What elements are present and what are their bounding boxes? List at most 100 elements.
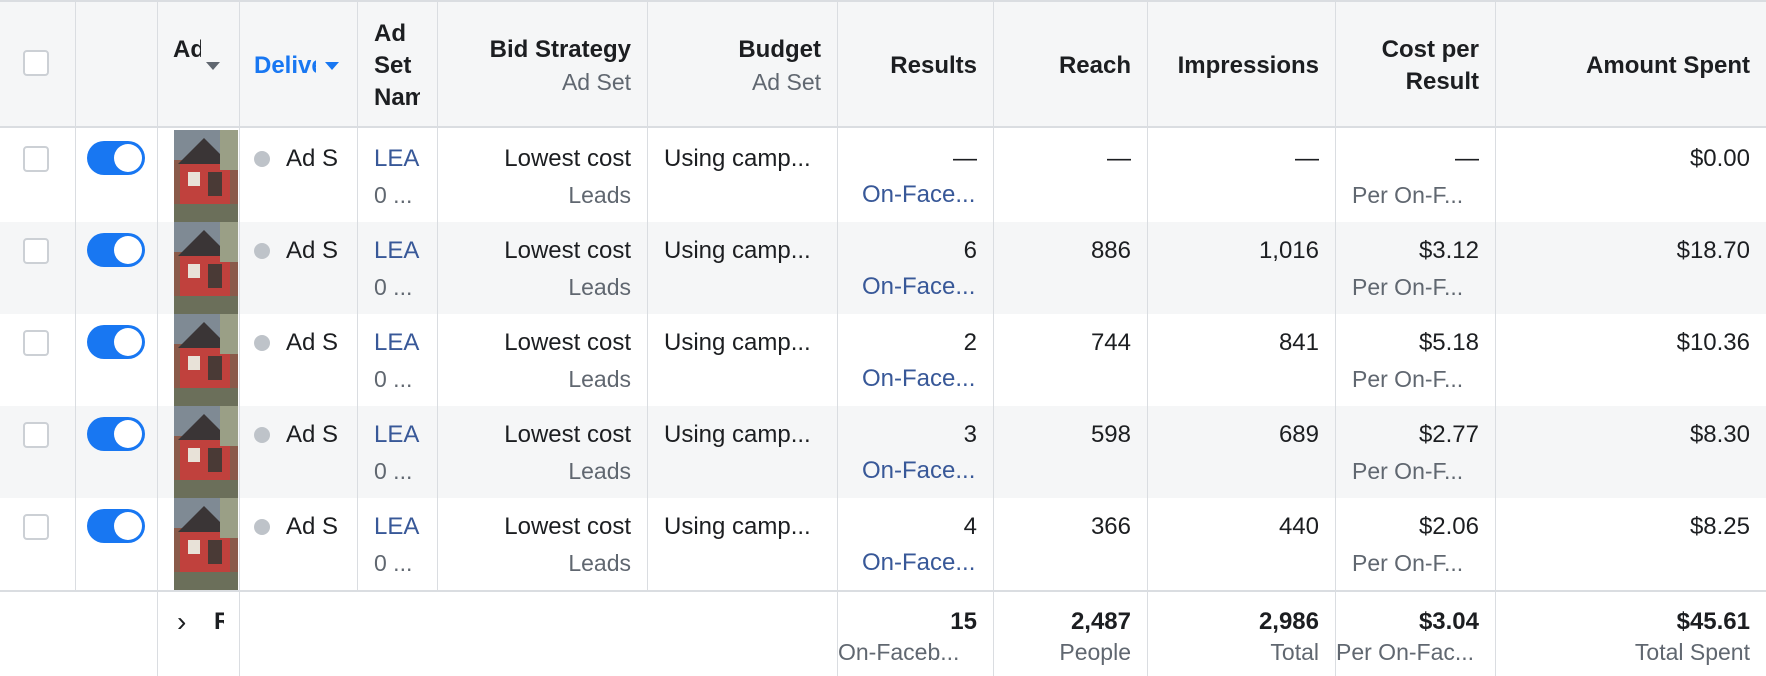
ad-thumbnail[interactable] <box>174 130 238 222</box>
ad-thumbnail[interactable] <box>174 222 238 314</box>
delivery-status-dot-icon <box>254 427 270 443</box>
results-value: 3 <box>963 421 977 448</box>
ad-thumbnail[interactable] <box>174 406 238 498</box>
expand-chevron-right-icon[interactable]: › <box>177 606 187 637</box>
row-toggle-switch[interactable] <box>87 233 145 267</box>
cost-per-result-sub: Per On-F... <box>1352 366 1464 392</box>
cost-per-result-sub: Per On-F... <box>1352 182 1464 208</box>
house-photo-icon <box>174 222 238 314</box>
reach-value: 366 <box>1090 513 1131 540</box>
row-checkbox[interactable] <box>23 238 49 264</box>
header-bid-strategy[interactable]: Bid Strategy <box>489 36 631 63</box>
col-divider <box>1495 0 1496 676</box>
summary-impressions: 2,986 <box>1258 608 1319 635</box>
table-row-bg-2 <box>0 222 1766 314</box>
row-toggle-switch[interactable] <box>87 325 145 359</box>
house-photo-icon <box>174 406 238 498</box>
header-ad-name[interactable]: Ad Name <box>173 36 201 63</box>
bid-strategy: Lowest cost <box>504 237 631 264</box>
results-value: 6 <box>963 237 977 264</box>
results-value: 4 <box>963 513 977 540</box>
bid-strategy: Lowest cost <box>504 145 631 172</box>
amount-spent-value: $8.25 <box>1689 513 1750 540</box>
ad-set-name-link[interactable]: LEADS <box>374 421 420 448</box>
table-header <box>0 0 1766 128</box>
toggle-knob <box>114 328 142 356</box>
delivery-status: Ad Set <box>286 145 338 172</box>
header-results[interactable]: Results <box>890 52 977 79</box>
summary-label: Results from 5 ads <box>214 608 224 635</box>
row-checkbox[interactable] <box>23 422 49 448</box>
ad-thumbnail[interactable] <box>174 314 238 406</box>
row-toggle-switch[interactable] <box>87 417 145 451</box>
cost-per-result-value: $2.06 <box>1418 513 1479 540</box>
summary-amount-spent-sub: Total Spent <box>1634 639 1750 665</box>
cost-per-result-sub: Per On-F... <box>1352 458 1464 484</box>
house-photo-icon <box>174 498 238 590</box>
delivery-status: Ad Set <box>286 421 338 448</box>
table-row-bg-4 <box>0 406 1766 498</box>
header-impressions[interactable]: Impressions <box>1177 52 1319 79</box>
ad-set-name-sub: 0 ... <box>374 458 413 484</box>
delivery-status-dot-icon <box>254 243 270 259</box>
amount-spent-value: $10.36 <box>1676 329 1750 356</box>
select-all-checkbox[interactable] <box>23 50 49 76</box>
impressions-value: 841 <box>1278 329 1319 356</box>
col-divider <box>75 0 76 590</box>
header-bid-strategy-sub: Ad Set <box>561 69 631 95</box>
cost-per-result-value: — <box>1455 145 1479 172</box>
header-delivery[interactable]: Delivery <box>254 52 316 79</box>
header-amount-spent[interactable]: Amount Spent <box>1586 52 1750 79</box>
ad-set-name-sub: 0 ... <box>374 550 413 576</box>
col-divider <box>1147 0 1148 676</box>
reach-value: 598 <box>1090 421 1131 448</box>
header-budget[interactable]: Budget <box>738 36 821 63</box>
col-divider <box>1335 0 1336 676</box>
results-type-link[interactable]: On-Face... <box>862 181 976 208</box>
budget: Using camp... <box>664 421 811 448</box>
sort-caret-down-icon[interactable] <box>206 62 220 70</box>
ad-set-name-sub: 0 ... <box>374 366 413 392</box>
bid-strategy-sub: Leads <box>568 182 631 208</box>
results-type-link[interactable]: On-Face... <box>862 549 976 576</box>
results-type-link[interactable]: On-Face... <box>862 273 976 300</box>
bid-strategy: Lowest cost <box>504 421 631 448</box>
header-reach[interactable]: Reach <box>1058 52 1131 79</box>
header-ad-set-name[interactable]: Ad Set Name <box>374 20 420 111</box>
sort-caret-down-icon[interactable] <box>325 62 339 70</box>
reach-value: 744 <box>1090 329 1131 356</box>
ad-set-name-link[interactable]: LEADS <box>374 145 420 172</box>
bid-strategy-sub: Leads <box>568 366 631 392</box>
row-checkbox[interactable] <box>23 330 49 356</box>
col-divider <box>993 0 994 676</box>
results-type-link[interactable]: On-Face... <box>862 365 976 392</box>
summary-reach-sub: People <box>1059 639 1131 665</box>
ad-set-name-link[interactable]: LEADS <box>374 513 420 540</box>
row-checkbox[interactable] <box>23 514 49 540</box>
cost-per-result-sub: Per On-F... <box>1352 274 1464 300</box>
summary-reach: 2,487 <box>1070 608 1131 635</box>
summary-divider <box>0 590 1766 592</box>
budget: Using camp... <box>664 237 811 264</box>
delivery-status-dot-icon <box>254 335 270 351</box>
delivery-status: Ad Set <box>286 329 338 356</box>
results-type-link[interactable]: On-Face... <box>862 457 976 484</box>
toggle-knob <box>114 512 142 540</box>
toggle-knob <box>114 236 142 264</box>
row-checkbox[interactable] <box>23 146 49 172</box>
cost-per-result-value: $5.18 <box>1418 329 1479 356</box>
ad-set-name-link[interactable]: LEADS <box>374 237 420 264</box>
ad-thumbnail[interactable] <box>174 498 238 590</box>
cost-per-result-value: $3.12 <box>1418 237 1479 264</box>
row-toggle-switch[interactable] <box>87 141 145 175</box>
ad-set-name-link[interactable]: LEADS <box>374 329 420 356</box>
summary-cost-per-result: $3.04 <box>1418 608 1479 635</box>
amount-spent-value: $18.70 <box>1676 237 1750 264</box>
row-toggle-switch[interactable] <box>87 509 145 543</box>
budget: Using camp... <box>664 513 811 540</box>
header-cost-per-result[interactable]: Cost per Result <box>1381 36 1479 95</box>
toggle-knob <box>114 420 142 448</box>
summary-results-sub: On-Faceb... <box>838 639 960 665</box>
reach-value: 886 <box>1090 237 1131 264</box>
